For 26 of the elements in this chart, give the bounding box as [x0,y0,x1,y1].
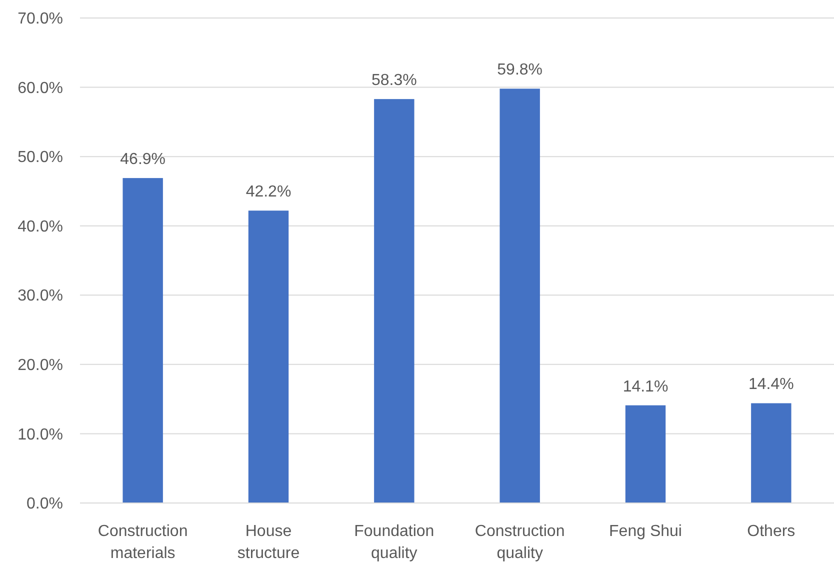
bar [248,210,289,503]
y-tick-label: 10.0% [18,426,63,444]
y-tick-label: 50.0% [18,149,63,166]
bar [625,405,666,503]
x-tick-label: House structure [237,523,300,562]
y-tick-label: 40.0% [18,218,63,236]
x-tick-label: Others [747,523,796,540]
y-tick-label: 70.0% [18,10,63,28]
bar [751,403,792,503]
x-tick-label: Construction materials [98,523,188,562]
x-tick-label: Construction quality [474,523,565,562]
data-label: 59.8% [497,62,543,79]
bar [122,178,163,503]
y-tick-label: 20.0% [18,357,63,374]
x-tick-label: Feng Shui [609,523,682,540]
data-label: 46.9% [120,151,166,168]
y-tick-label: 30.0% [18,288,63,305]
bar [500,88,540,503]
data-label: 58.3% [371,72,417,90]
data-label: 14.1% [622,378,668,396]
data-label: 14.4% [748,376,794,394]
y-tick-label: 0.0% [26,496,63,513]
y-tick-label: 60.0% [18,80,63,97]
x-tick-label: Foundation quality [354,523,434,562]
bar [374,99,414,503]
data-label: 42.2% [246,184,292,201]
